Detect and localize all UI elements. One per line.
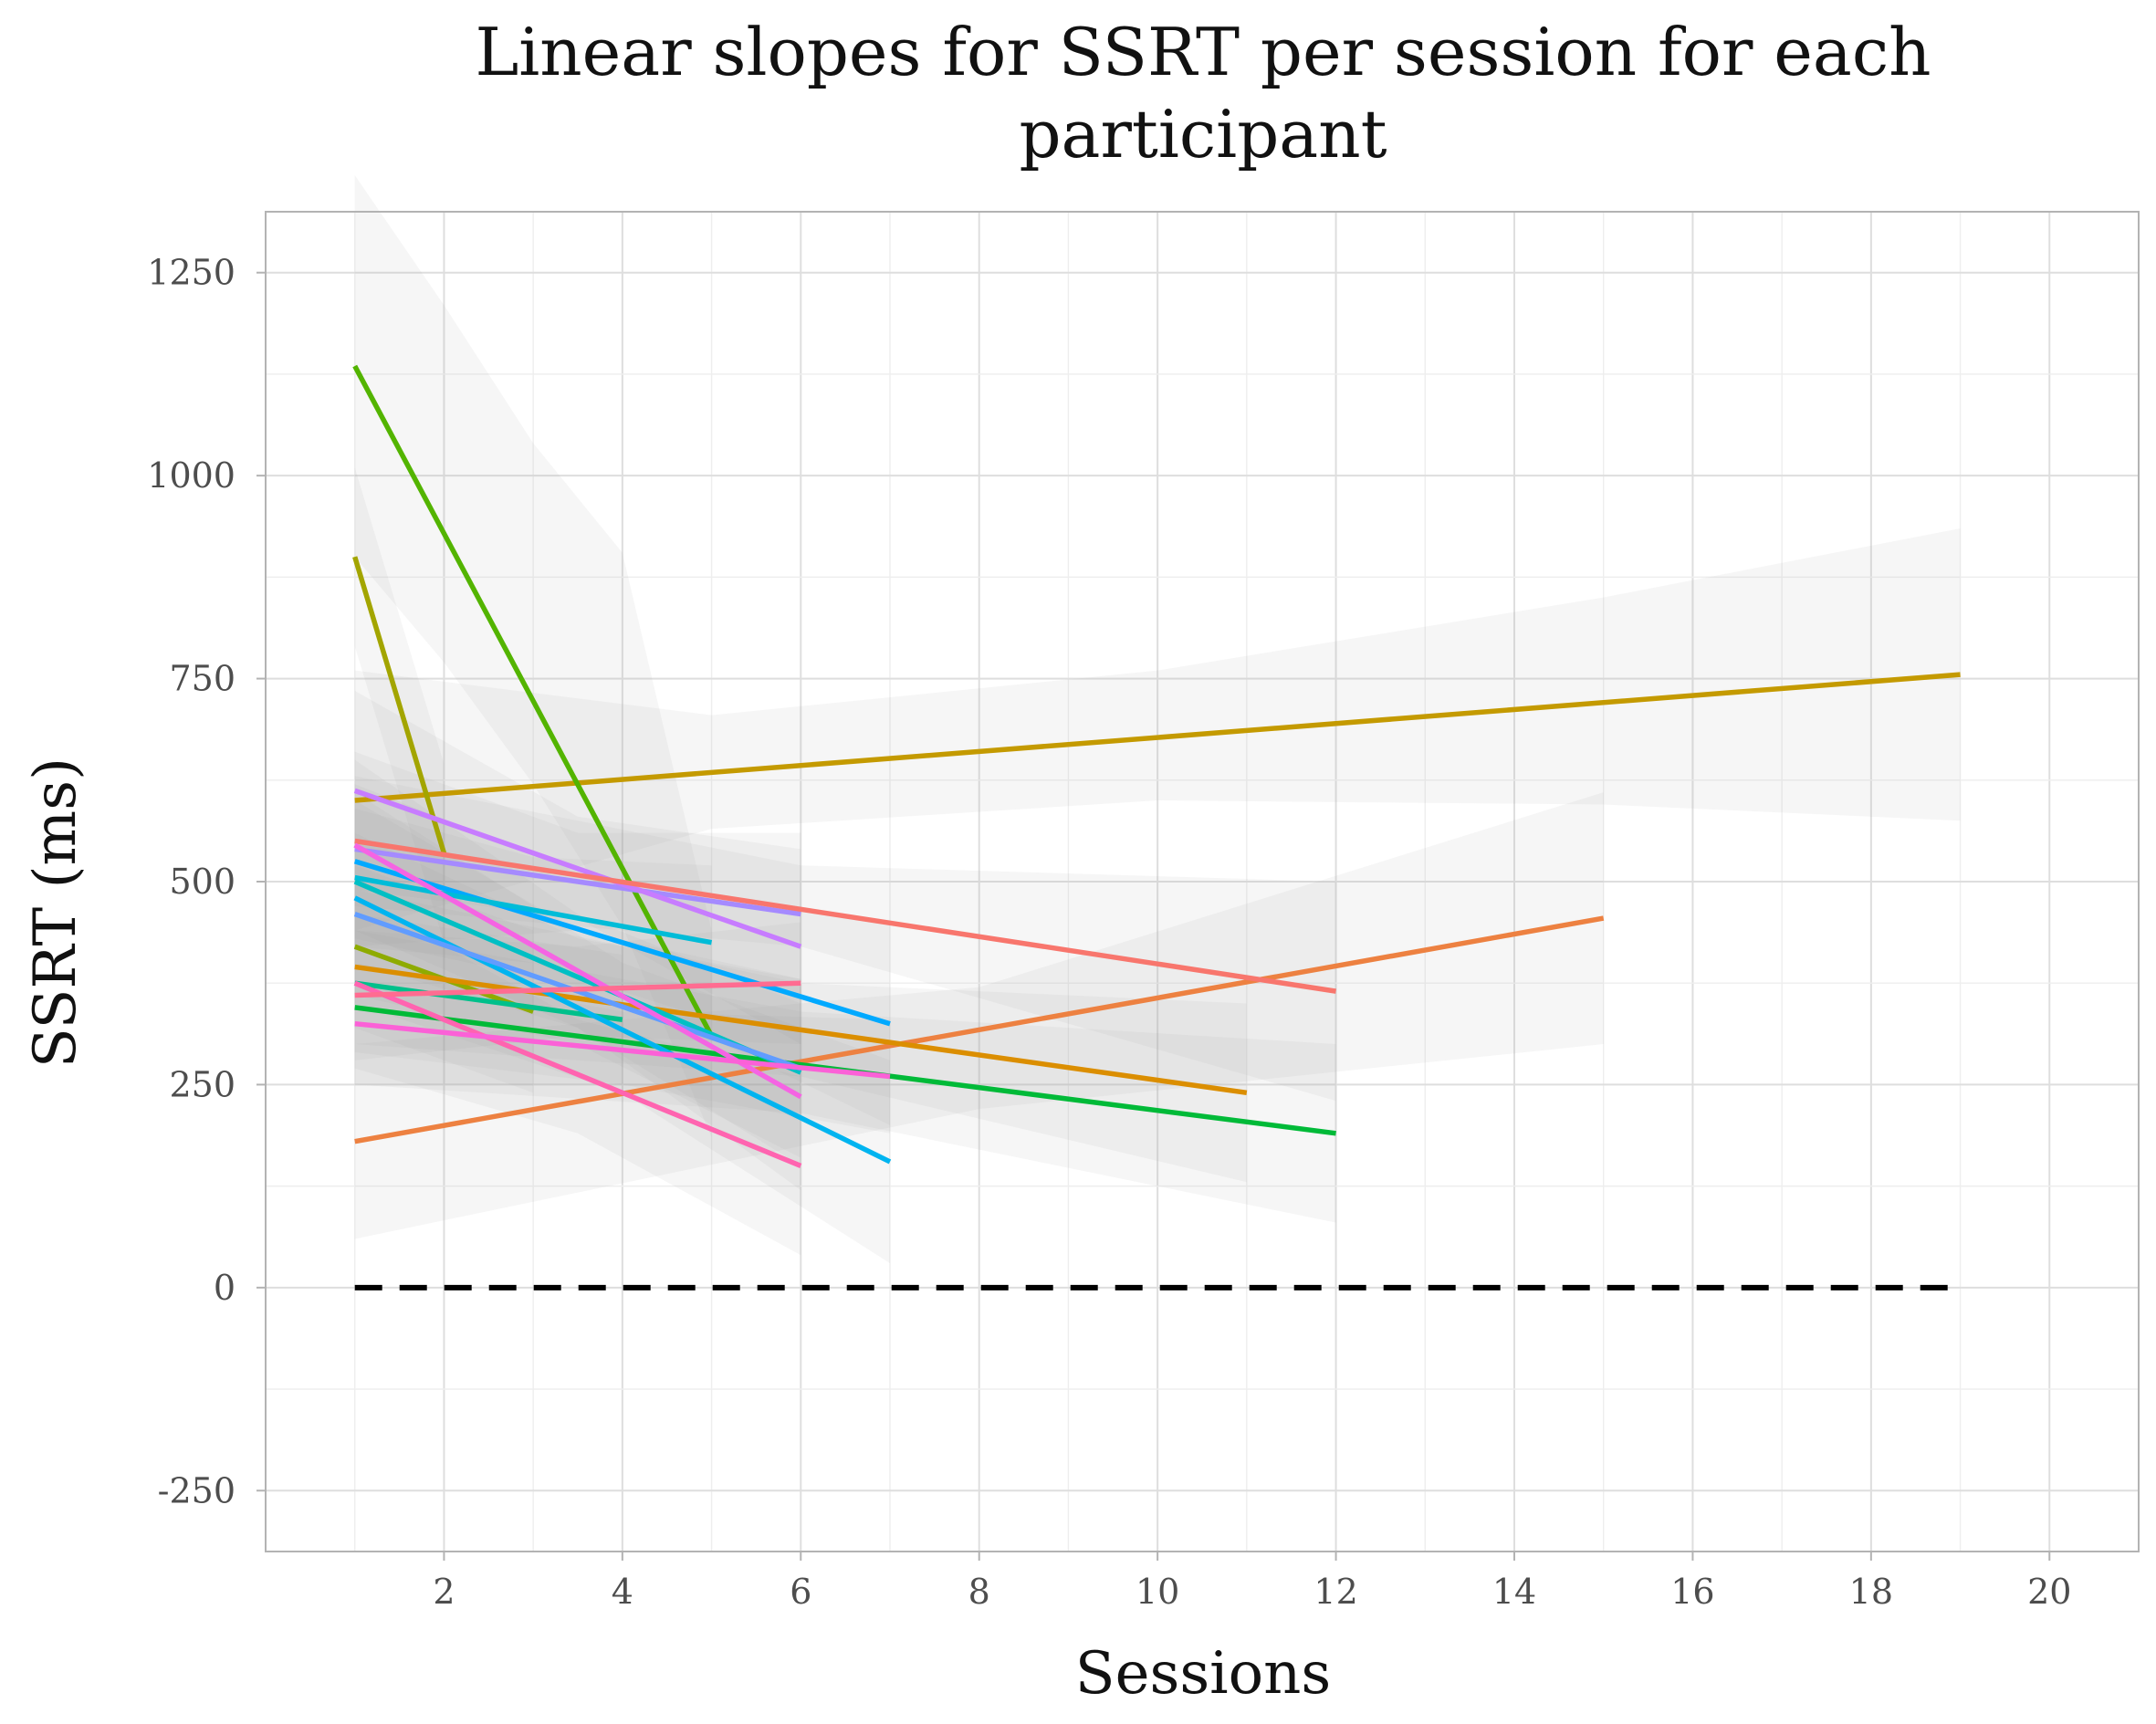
series-line-8 [354, 838, 1336, 994]
series-line-19 [354, 980, 801, 998]
x-tick-label: 12 [1313, 1572, 1357, 1612]
y-tick-label: 1250 [147, 253, 235, 293]
series-line-4 [352, 556, 447, 854]
y-tick-label: 1000 [147, 455, 235, 496]
grid [265, 212, 2140, 1552]
series-line-1 [354, 672, 1961, 803]
y-tick-label: -250 [158, 1470, 235, 1510]
series-line-9 [354, 964, 1248, 1096]
x-tick-label: 8 [968, 1572, 990, 1612]
series-line-6 [353, 788, 802, 949]
series-line-20 [354, 1020, 891, 1080]
series-line-2 [352, 364, 714, 1038]
x-tick-label: 2 [433, 1572, 455, 1612]
x-tick-label: 6 [790, 1572, 811, 1612]
y-axis-title: SSRT (ms) [22, 758, 89, 1068]
series-lines [352, 364, 1961, 1168]
series-line-17 [353, 842, 802, 1100]
series-line-13 [353, 895, 892, 1165]
series-line-3 [354, 846, 801, 917]
series-line-7 [354, 915, 1605, 1144]
y-tick-label: 500 [169, 862, 235, 902]
ci-ribbon-15 [354, 800, 801, 1166]
ci-ribbon-2 [354, 174, 712, 1138]
ci-ribbon-1 [354, 528, 1961, 931]
x-tick-label: 4 [612, 1572, 633, 1612]
tick-labels: 2 4 6 8 10 12 14 16 18 20 -250 0 250 500 750 1000 1250 [147, 253, 2071, 1612]
series-line-18 [353, 980, 802, 1168]
ci-ribbon-8 [354, 776, 1336, 1102]
series-line-11 [353, 859, 891, 1027]
series-line-14 [354, 874, 713, 946]
x-tick-label: 16 [1670, 1572, 1714, 1612]
chart-title-line-1: Linear slopes for SSRT per session for e… [475, 14, 1931, 90]
ci-ribbon-16 [354, 832, 801, 1158]
x-tick-label: 18 [1849, 1572, 1893, 1612]
ci-ribbon-7 [354, 792, 1604, 1239]
x-tick-label: 10 [1136, 1572, 1179, 1612]
chart-title-line-2: participant [1019, 96, 1387, 172]
y-tick-label: 0 [214, 1268, 235, 1308]
x-tick-label: 20 [2027, 1572, 2071, 1612]
y-tick-label: 750 [169, 659, 235, 699]
y-tick-label: 250 [169, 1064, 235, 1104]
x-tick-label: 14 [1492, 1572, 1536, 1612]
ci-ribbon-9 [354, 889, 1247, 1183]
series-line-12 [354, 980, 623, 1022]
x-axis-title: Sessions [1075, 1640, 1331, 1708]
